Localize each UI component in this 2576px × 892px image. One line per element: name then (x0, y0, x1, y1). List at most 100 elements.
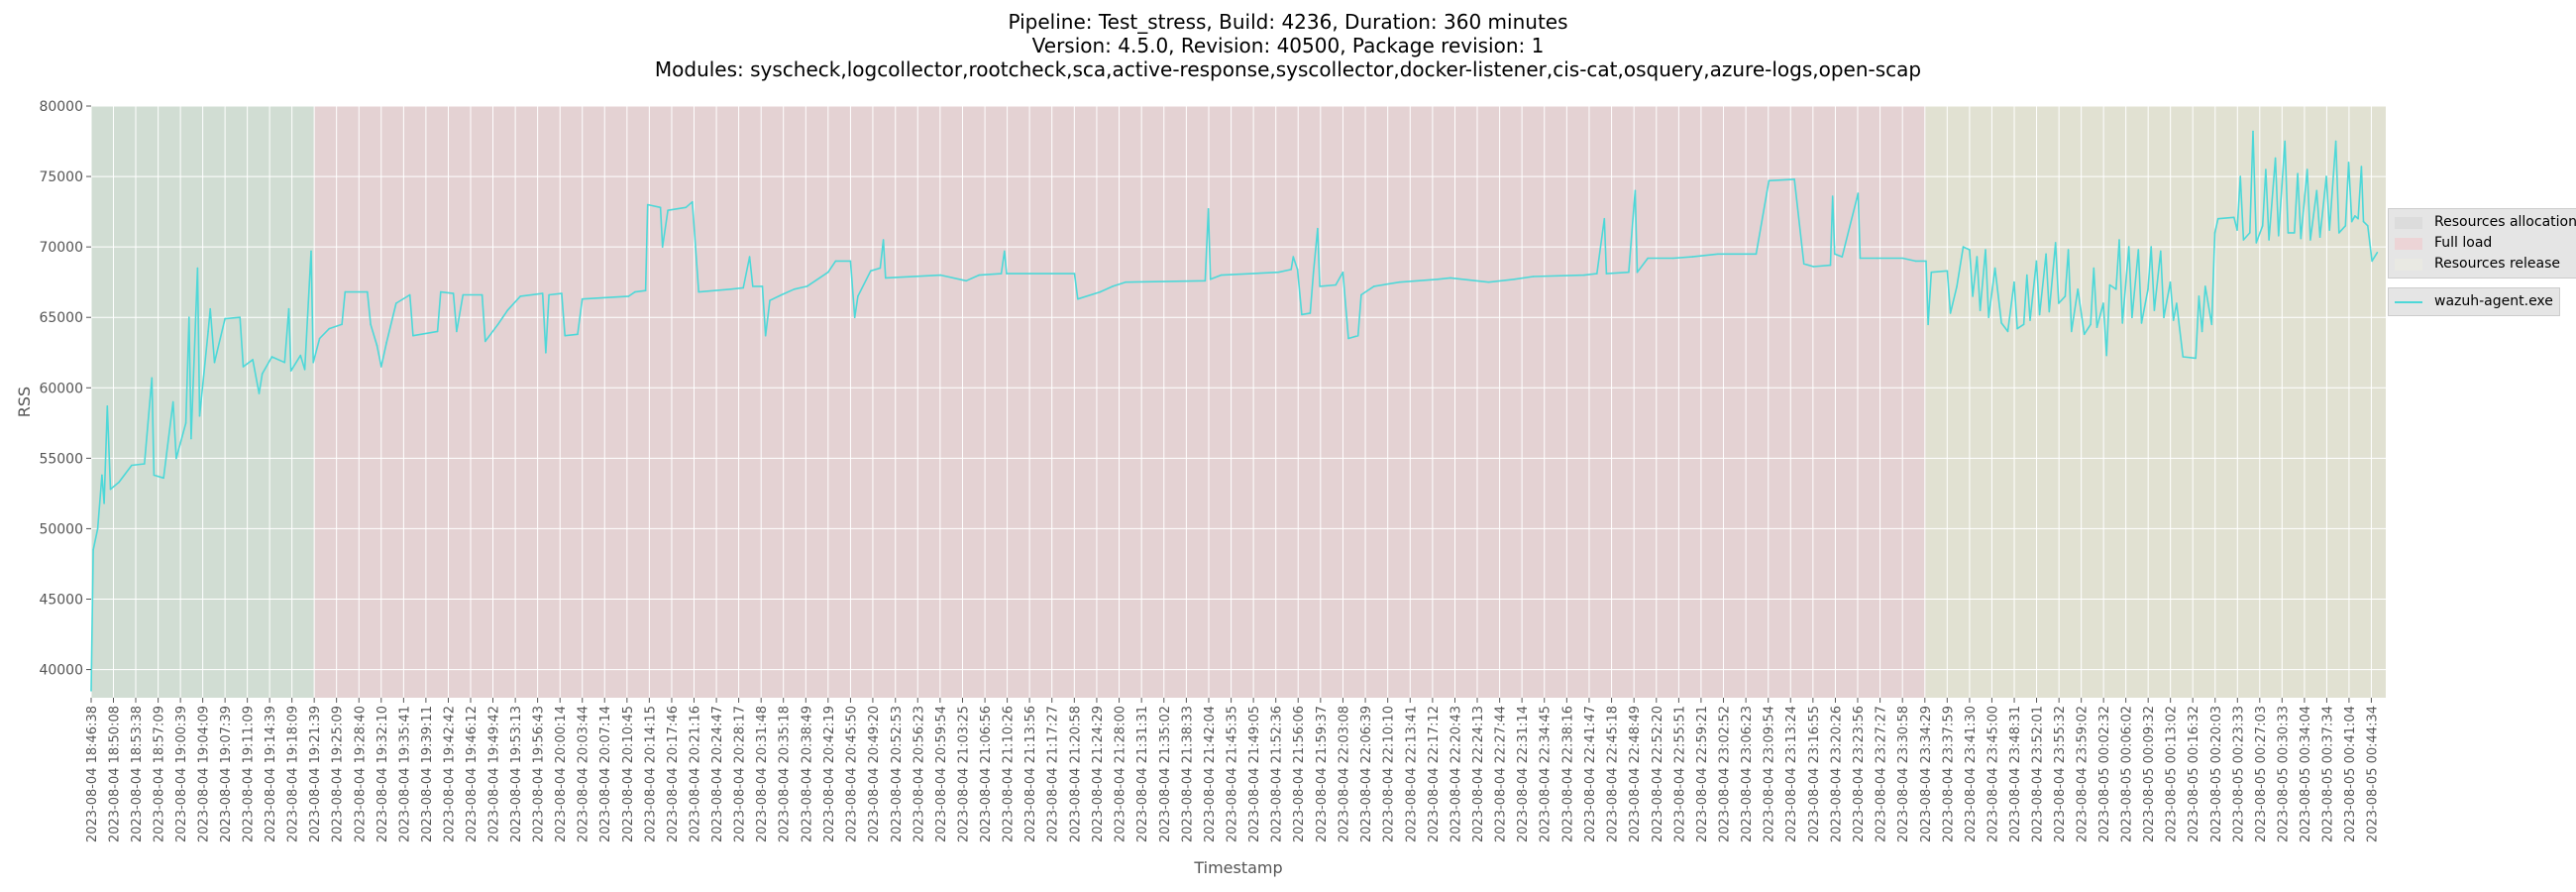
data-point-67 (634, 290, 636, 293)
x-tick-label-102: 2023-08-05 00:44:34 (2365, 706, 2380, 842)
data-point-173 (2016, 327, 2018, 330)
data-point-49 (436, 330, 439, 333)
data-point-137 (1636, 271, 1639, 274)
title-line-2: Version: 4.5.0, Revision: 40500, Package… (1031, 34, 1545, 57)
data-point-233 (2300, 237, 2303, 240)
x-tick-label-76: 2023-08-04 23:13:24 (1784, 706, 1799, 842)
y-tick-label-0: 40000 (39, 663, 83, 679)
x-tick-label-53: 2023-08-04 21:52:36 (1270, 706, 1285, 842)
data-point-223 (2255, 242, 2258, 244)
data-point-41 (367, 290, 369, 293)
x-tick-label-80: 2023-08-04 23:27:27 (1875, 706, 1889, 842)
data-point-11 (153, 474, 156, 477)
data-point-63 (564, 334, 566, 337)
data-point-92 (879, 267, 882, 270)
y-axis-label: RSS (15, 387, 34, 417)
x-tick-label-10: 2023-08-04 19:21:39 (308, 706, 323, 842)
data-point-244 (2350, 220, 2353, 223)
data-point-248 (2362, 220, 2365, 223)
data-point-111 (1290, 269, 1292, 271)
data-point-82 (769, 299, 771, 302)
data-point-246 (2357, 217, 2359, 220)
x-tick-label-30: 2023-08-04 20:31:48 (755, 706, 770, 842)
data-point-191 (2102, 302, 2104, 304)
x-tick-label-86: 2023-08-04 23:48:31 (2008, 706, 2023, 842)
data-point-197 (2127, 246, 2130, 248)
legend-swatch-resources-allocation (2395, 216, 2422, 229)
data-point-54 (481, 293, 483, 296)
data-point-155 (1914, 260, 1917, 263)
x-tick-label-35: 2023-08-04 20:49:20 (867, 706, 882, 842)
data-point-213 (2204, 285, 2206, 287)
x-tick-label-64: 2023-08-04 22:31:14 (1516, 706, 1531, 842)
x-tick-label-92: 2023-08-05 00:09:32 (2142, 706, 2157, 842)
y-tick-label-8: 80000 (39, 99, 83, 115)
data-point-151 (1857, 192, 1860, 194)
x-tick-label-59: 2023-08-04 22:13:41 (1404, 706, 1419, 842)
data-point-45 (385, 342, 387, 344)
data-point-31 (287, 307, 290, 310)
y-tick-label-1: 45000 (39, 593, 83, 609)
x-tick-label-48: 2023-08-04 21:35:02 (1158, 706, 1173, 842)
x-tick-label-15: 2023-08-04 19:39:11 (420, 706, 435, 842)
x-tick-label-38: 2023-08-04 20:59:54 (934, 706, 949, 842)
data-point-25 (242, 366, 245, 368)
data-point-26 (252, 359, 254, 361)
x-tick-label-94: 2023-08-05 00:16:32 (2187, 706, 2201, 842)
legend-item-wazuh-agent: wazuh-agent.exe (2395, 291, 2553, 312)
x-tick-label-67: 2023-08-04 22:41:47 (1583, 706, 1598, 842)
data-point-51 (452, 292, 455, 294)
data-point-121 (1347, 337, 1349, 340)
data-point-80 (761, 285, 764, 287)
data-point-221 (2249, 232, 2251, 234)
x-tick-label-23: 2023-08-04 20:07:14 (598, 706, 613, 842)
series-line-0 (90, 130, 2379, 691)
data-point-209 (2182, 356, 2185, 358)
y-tick-label-2: 50000 (39, 521, 83, 537)
data-point-105 (1125, 280, 1127, 283)
data-point-61 (548, 293, 550, 296)
x-tick-label-100: 2023-08-05 00:37:34 (2320, 706, 2335, 842)
data-point-193 (2108, 283, 2111, 286)
x-tick-label-2: 2023-08-04 18:53:38 (130, 706, 145, 842)
data-point-110 (1277, 271, 1280, 274)
data-point-196 (2121, 322, 2123, 324)
x-tick-label-61: 2023-08-04 22:20:43 (1449, 706, 1464, 842)
legend-label-wazuh-agent: wazuh-agent.exe (2434, 293, 2553, 309)
x-tick-label-41: 2023-08-04 21:10:26 (1002, 706, 1017, 842)
data-point-102 (1077, 297, 1079, 300)
data-point-211 (2198, 295, 2200, 297)
data-point-243 (2347, 162, 2350, 164)
data-point-219 (2239, 175, 2241, 177)
x-tick-label-18: 2023-08-04 19:49:42 (487, 706, 502, 842)
data-point-81 (764, 334, 767, 337)
x-tick-label-22: 2023-08-04 20:03:44 (577, 706, 591, 842)
data-point-48 (412, 334, 414, 337)
data-point-50 (440, 290, 442, 293)
data-point-195 (2118, 239, 2120, 241)
data-point-107 (1207, 208, 1210, 210)
data-point-1 (92, 549, 94, 551)
data-point-235 (2309, 239, 2311, 241)
x-tick-label-99: 2023-08-05 00:34:04 (2299, 706, 2313, 842)
data-point-144 (1793, 178, 1795, 180)
data-point-103 (1099, 290, 1102, 293)
data-point-35 (310, 250, 312, 253)
data-point-59 (541, 292, 544, 294)
data-point-46 (395, 302, 397, 304)
data-point-98 (1000, 273, 1003, 275)
data-point-20 (207, 330, 209, 333)
data-point-227 (2274, 157, 2277, 160)
data-point-166 (1979, 309, 1982, 311)
data-point-52 (456, 330, 458, 333)
data-point-57 (506, 309, 509, 311)
data-point-192 (2105, 354, 2107, 357)
data-point-230 (2287, 232, 2290, 234)
y-tick-label-3: 55000 (39, 451, 83, 467)
data-point-169 (1993, 267, 1996, 270)
data-point-146 (1812, 266, 1815, 268)
x-tick-label-83: 2023-08-04 23:37:59 (1941, 706, 1956, 842)
x-tick-label-56: 2023-08-04 22:03:08 (1337, 706, 1351, 842)
x-tick-label-20: 2023-08-04 19:56:43 (532, 706, 547, 842)
x-tick-label-63: 2023-08-04 22:27:44 (1494, 706, 1509, 842)
